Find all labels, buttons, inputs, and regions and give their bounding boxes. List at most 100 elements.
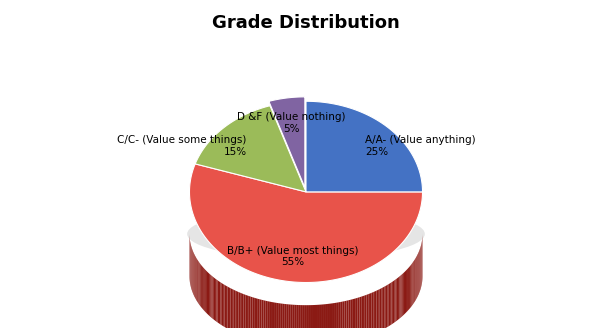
Polygon shape [219,281,220,324]
Polygon shape [378,289,379,332]
Polygon shape [346,300,348,332]
Polygon shape [363,295,365,332]
Polygon shape [287,304,289,332]
Polygon shape [317,305,319,332]
Polygon shape [409,266,410,309]
Polygon shape [307,305,309,332]
Polygon shape [301,305,303,332]
Text: D &F (Value nothing)
5%: D &F (Value nothing) 5% [237,112,346,134]
Polygon shape [232,289,234,332]
Polygon shape [400,275,401,318]
Polygon shape [239,292,241,332]
Polygon shape [410,265,411,308]
Polygon shape [281,303,283,332]
Polygon shape [375,290,376,332]
Polygon shape [295,305,297,332]
Polygon shape [373,291,375,332]
Polygon shape [381,288,383,330]
Polygon shape [412,262,413,305]
Polygon shape [361,296,363,332]
Polygon shape [379,288,381,331]
Polygon shape [217,280,218,322]
Polygon shape [403,273,404,316]
Polygon shape [354,298,356,332]
Text: C/C- (Value some things)
15%: C/C- (Value some things) 15% [118,135,247,157]
Polygon shape [196,258,197,301]
Polygon shape [406,269,407,312]
Polygon shape [201,265,202,308]
Polygon shape [247,295,249,332]
Polygon shape [321,304,323,332]
Polygon shape [306,101,422,192]
Polygon shape [195,106,306,192]
Polygon shape [348,300,350,332]
Ellipse shape [187,209,425,259]
Polygon shape [293,305,295,332]
Polygon shape [335,303,337,332]
Polygon shape [415,258,416,301]
Polygon shape [205,269,206,312]
Polygon shape [323,304,325,332]
Polygon shape [389,283,390,326]
Polygon shape [333,303,335,332]
Polygon shape [237,291,239,332]
Polygon shape [269,301,271,332]
Polygon shape [416,256,417,299]
Polygon shape [339,302,341,332]
Polygon shape [401,274,403,317]
Polygon shape [218,281,219,323]
Polygon shape [413,261,414,304]
Polygon shape [244,294,245,332]
Polygon shape [343,301,345,332]
Polygon shape [331,303,333,332]
Polygon shape [197,259,198,302]
Polygon shape [266,301,267,332]
Polygon shape [394,280,395,323]
Polygon shape [359,297,361,332]
Polygon shape [215,279,217,321]
Polygon shape [390,282,392,325]
Polygon shape [297,305,299,332]
Polygon shape [258,299,259,332]
Polygon shape [384,286,386,329]
Polygon shape [291,304,293,332]
Polygon shape [203,267,204,310]
Polygon shape [329,303,331,332]
Polygon shape [271,302,273,332]
Polygon shape [337,302,339,332]
Polygon shape [315,305,317,332]
Polygon shape [376,290,378,332]
Polygon shape [368,293,370,332]
Polygon shape [261,300,263,332]
Polygon shape [397,278,398,321]
Polygon shape [371,292,373,332]
Polygon shape [345,301,346,332]
Polygon shape [254,298,256,332]
Polygon shape [273,302,275,332]
Polygon shape [263,300,266,332]
Polygon shape [408,267,409,310]
Polygon shape [352,299,354,332]
Polygon shape [289,304,291,332]
Polygon shape [211,276,212,319]
Text: Grade Distribution: Grade Distribution [212,14,400,32]
Polygon shape [225,285,226,328]
Polygon shape [414,259,415,302]
Polygon shape [367,294,368,332]
Polygon shape [226,286,228,329]
Polygon shape [249,296,250,332]
Text: B/B+ (Value most things)
55%: B/B+ (Value most things) 55% [227,246,359,267]
Polygon shape [393,281,394,323]
Polygon shape [207,272,208,314]
Polygon shape [212,277,214,320]
Polygon shape [235,290,237,332]
Polygon shape [365,295,367,332]
Polygon shape [350,299,352,332]
Polygon shape [383,287,384,330]
Polygon shape [256,298,258,332]
Polygon shape [222,283,223,326]
Polygon shape [299,305,301,332]
Polygon shape [285,304,287,332]
Polygon shape [357,297,359,332]
Polygon shape [204,268,205,311]
